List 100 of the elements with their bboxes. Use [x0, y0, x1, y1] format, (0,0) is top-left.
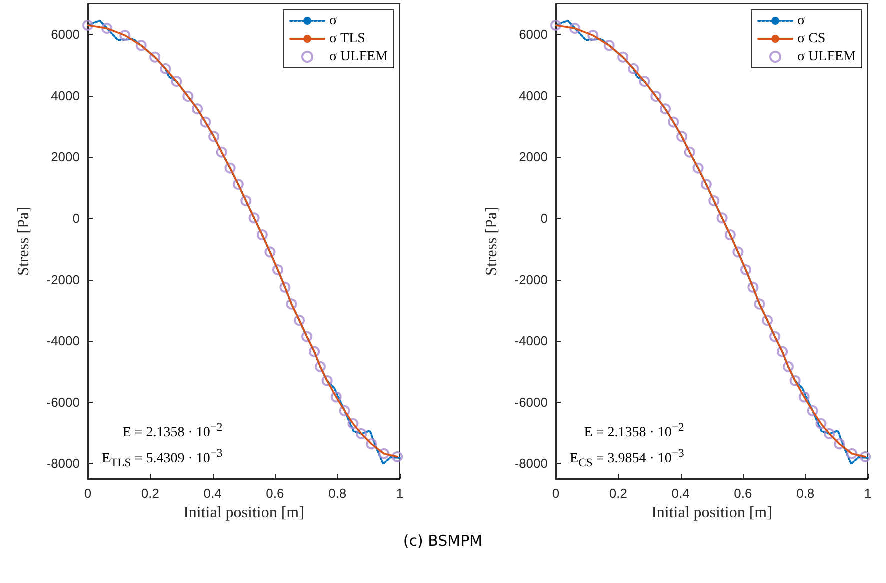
- legend-label: σ: [798, 14, 806, 28]
- point: [639, 76, 650, 88]
- point: [294, 315, 306, 326]
- point: [224, 162, 236, 174]
- point: [676, 131, 688, 142]
- legend-label: σ ULFEM: [330, 50, 389, 64]
- point: [604, 40, 615, 52]
- point: [834, 438, 846, 450]
- point: [782, 361, 794, 372]
- x-tick-label: 0.6: [734, 486, 752, 501]
- point: [200, 116, 212, 128]
- y-tick-label: -6000: [46, 394, 80, 410]
- point: [740, 264, 752, 276]
- x-tick-label: 0.6: [266, 486, 284, 501]
- point: [392, 451, 404, 462]
- point: [120, 30, 131, 42]
- y-tick-label: -4000: [46, 334, 80, 349]
- point: [280, 282, 291, 293]
- point: [684, 146, 696, 158]
- y-tick-label: 2000: [51, 150, 80, 165]
- point: [272, 264, 284, 276]
- x-tick-label: 0: [552, 486, 560, 501]
- point: [322, 375, 333, 386]
- point: [762, 315, 774, 326]
- point: [824, 428, 836, 440]
- y-tick-label: 4000: [51, 88, 80, 104]
- annotation: E = 2.1358 · 10$^{−2}$: [122, 420, 223, 441]
- point: [748, 282, 759, 293]
- point: [330, 392, 342, 403]
- annotation: E = 2.1358 · 10$^{−2}$: [584, 420, 684, 441]
- point: [650, 91, 662, 102]
- y-tick-label: 0: [540, 211, 548, 226]
- annotation: E$_{CS}$ = 3.9854 · 10$^{−3}$: [570, 446, 684, 469]
- x-tick-label: 0.8: [328, 486, 347, 501]
- point: [790, 375, 801, 386]
- legend-label: σ: [330, 14, 338, 28]
- legend-label: σ ULFEM: [798, 50, 857, 64]
- text: (c) BSMPM: [402, 532, 484, 550]
- point: [314, 361, 326, 372]
- point: [309, 346, 320, 358]
- point: [588, 30, 599, 42]
- point: [348, 418, 359, 430]
- point: [716, 212, 728, 224]
- point: [816, 418, 827, 430]
- point: [216, 146, 228, 158]
- point: [339, 405, 350, 416]
- point: [378, 448, 390, 460]
- point: [192, 104, 204, 115]
- point: [150, 52, 161, 63]
- y-tick-label: -2000: [46, 272, 80, 288]
- x-tick-label: 1: [396, 486, 404, 501]
- point: [798, 392, 810, 403]
- x-tick-label: 0.8: [796, 486, 815, 501]
- point: [302, 331, 313, 342]
- point: [754, 298, 766, 310]
- point: [136, 40, 147, 52]
- point: [628, 63, 640, 74]
- point: [171, 76, 182, 88]
- x-tick-label: 0.4: [204, 486, 222, 501]
- y-tick-label: -4000: [514, 334, 548, 349]
- x-tick-label: 1: [864, 486, 872, 501]
- point: [618, 52, 629, 63]
- y-tick-label: 0: [72, 211, 80, 226]
- point: [160, 63, 172, 74]
- point: [724, 230, 736, 241]
- y-tick-label: -8000: [514, 456, 548, 472]
- x-axis-title: Initial position [m]: [652, 504, 772, 522]
- point: [208, 131, 220, 142]
- y-axis-title: Stress [Pa]: [484, 207, 500, 276]
- point: [82, 20, 94, 31]
- point: [700, 179, 712, 190]
- x-axis-title: Initial position [m]: [184, 504, 304, 522]
- x-tick-label: 0.2: [141, 486, 160, 501]
- point: [286, 298, 298, 310]
- legend-label: σ TLS: [330, 32, 366, 46]
- x-tick-label: 0: [84, 486, 92, 501]
- y-tick-label: 2000: [519, 150, 548, 165]
- point: [860, 451, 872, 462]
- point: [240, 196, 252, 207]
- point: [248, 212, 260, 224]
- point: [366, 438, 378, 450]
- point: [264, 246, 276, 258]
- point: [668, 116, 680, 128]
- y-tick-label: 4000: [519, 88, 548, 104]
- point: [102, 23, 113, 34]
- point: [570, 23, 581, 34]
- point: [807, 405, 818, 416]
- point: [708, 196, 720, 207]
- point: [732, 246, 744, 258]
- y-axis-title: Stress [Pa]: [16, 207, 32, 276]
- point: [256, 230, 268, 241]
- y-tick-label: -6000: [514, 394, 548, 410]
- y-tick-label: 6000: [51, 27, 80, 42]
- y-tick-label: 6000: [519, 27, 548, 42]
- point: [182, 91, 194, 102]
- point: [232, 179, 244, 190]
- annotation: E$_{TLS}$ = 5.4309 · 10$^{−3}$: [102, 446, 223, 469]
- point: [777, 346, 788, 358]
- legend-label: σ CS: [798, 32, 826, 46]
- point: [356, 428, 368, 440]
